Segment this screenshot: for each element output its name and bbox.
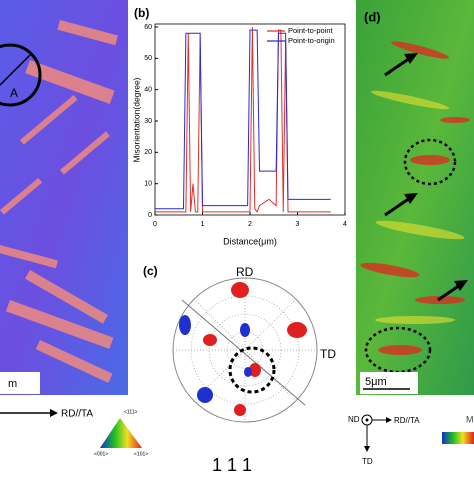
triangle-left: <001>	[94, 451, 108, 457]
y-tick-label: 30	[144, 118, 152, 125]
nd-dot	[365, 418, 369, 422]
panel-label: (b)	[134, 6, 149, 20]
scale-box	[0, 372, 40, 394]
arrow-head	[386, 417, 392, 423]
nd-label: ND	[348, 415, 360, 424]
scale-bar-label: m	[8, 378, 17, 390]
x-axis-label: Distance(μm)	[223, 236, 277, 246]
red-poles	[203, 282, 307, 416]
streaks	[0, 19, 118, 383]
x-tick-label: 1	[201, 221, 205, 228]
blue-poles	[179, 315, 252, 403]
data-line	[155, 26, 331, 213]
dotted-circle	[228, 346, 276, 394]
panel-label: (d)	[364, 9, 381, 24]
y-tick-label: 20	[144, 149, 152, 156]
td-label: TD	[362, 457, 373, 466]
pole-label: 1 1 1	[212, 455, 252, 474]
triangle-top: <111>	[124, 409, 138, 415]
panel-b: (b) Distance(μm) Misorientation(degree) …	[131, 6, 347, 246]
y-tick-label: 10	[144, 181, 152, 188]
x-tick-label: 4	[343, 221, 347, 228]
x-tick-label: 0	[153, 221, 157, 228]
kam-map	[356, 0, 474, 395]
arrow-heads	[404, 53, 468, 291]
data-line	[155, 29, 331, 210]
triangle-right: <101>	[134, 451, 148, 457]
rd-label: RD	[236, 265, 254, 279]
x-tick-label: 3	[296, 221, 300, 228]
trace-line	[0, 54, 31, 87]
color-legend	[442, 432, 474, 444]
x-tick-label: 2	[248, 221, 252, 228]
legend-cut-label: M	[466, 414, 474, 424]
y-tick-label: 40	[144, 87, 152, 94]
y-axis-label: Misorientation(degree)	[131, 77, 141, 162]
panel-c: (c) RD TD 1 1 1	[143, 264, 336, 475]
panel-a: A m RD//TA <111> <001> <101>	[0, 0, 148, 457]
arrow-head	[50, 409, 58, 417]
panel-label: (c)	[143, 264, 158, 278]
highlight-circle	[0, 43, 42, 107]
dotted-ellipse	[403, 138, 457, 186]
scale-bar-label: 5μm	[365, 376, 387, 388]
legend-label: Point-to-origin	[288, 36, 335, 45]
panel-d: (d) 5μm ND RD//TA TD M	[348, 0, 474, 466]
y-tick-label: 0	[148, 212, 152, 219]
y-tick-label: 50	[144, 55, 152, 62]
arrows	[384, 56, 461, 302]
mid-spots	[370, 90, 465, 324]
trace	[181, 299, 306, 406]
arrow-head	[364, 446, 370, 452]
y-tick-label: 60	[144, 24, 152, 31]
direction-label: RD//TA	[61, 409, 93, 420]
grid-rings	[173, 278, 317, 422]
direction-label: RD//TA	[394, 416, 420, 425]
td-label: TD	[320, 347, 336, 361]
legend-label: Point-to-point	[288, 26, 334, 35]
ipf-triangle	[100, 418, 142, 448]
circle-label: A	[10, 86, 18, 100]
